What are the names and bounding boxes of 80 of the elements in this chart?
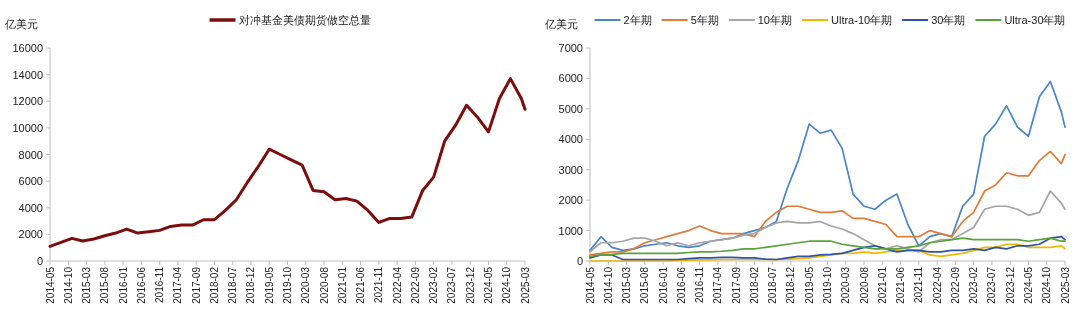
- y-tick-label: 8000: [18, 148, 43, 161]
- x-tick-label: 2024-10: [501, 266, 513, 304]
- x-tick-label: 2019-10: [282, 266, 293, 304]
- x-tick-label: 2018-02: [748, 266, 760, 304]
- x-tick-label: 2023-12: [464, 266, 476, 304]
- x-tick-label: 2023-07: [446, 266, 458, 304]
- x-tick-label: 2024-10: [1041, 266, 1053, 304]
- y-tick-label: 6000: [18, 175, 43, 188]
- legend-label: 10年期: [757, 14, 792, 26]
- x-tick-label: 2021-11: [373, 266, 385, 303]
- x-tick-label: 2017-09: [730, 266, 742, 304]
- x-tick-label: 2015-03: [621, 266, 633, 304]
- x-tick-label: 2018-07: [767, 266, 779, 304]
- x-tick-label: 2017-09: [190, 266, 202, 304]
- x-tick-label: 2020-08: [858, 266, 870, 304]
- x-tick-label: 2018-07: [227, 266, 239, 304]
- x-tick-label: 2019-10: [822, 266, 833, 304]
- x-tick-label: 2016-06: [135, 266, 147, 304]
- x-tick-label: 2014-05: [44, 266, 56, 304]
- x-tick-label: 2021-06: [895, 266, 907, 304]
- y-tick-label: 1000: [558, 224, 583, 237]
- x-tick-label: 2021-06: [355, 266, 367, 304]
- x-tick-label: 2024-05: [1022, 266, 1034, 304]
- y-tick-label: 0: [576, 255, 583, 267]
- x-tick-label: 2023-07: [986, 266, 998, 304]
- x-tick-label: 2017-04: [712, 266, 724, 304]
- x-tick-label: 2016-01: [117, 266, 129, 304]
- x-tick-label: 2021-01: [876, 266, 888, 304]
- x-tick-label: 2016-01: [657, 266, 669, 304]
- x-tick-label: 2021-11: [913, 266, 925, 303]
- x-tick-label: 2016-11: [154, 266, 166, 303]
- y-tick-label: 14000: [12, 68, 43, 81]
- x-tick-label: 2019-05: [803, 266, 815, 304]
- x-tick-label: 2018-02: [208, 266, 220, 304]
- x-tick-label: 2018-12: [785, 266, 797, 304]
- x-tick-label: 2018-12: [245, 266, 257, 304]
- x-tick-label: 2023-02: [428, 266, 440, 304]
- x-tick-label: 2022-09: [949, 266, 961, 304]
- x-tick-label: 2016-06: [675, 266, 687, 304]
- y-tick-label: 4000: [18, 201, 43, 214]
- x-tick-label: 2016-11: [694, 266, 706, 303]
- x-tick-label: 2023-12: [1004, 266, 1016, 304]
- x-tick-label: 2022-04: [931, 266, 943, 304]
- y-tick-label: 0: [36, 255, 43, 267]
- legend-label: 5年期: [690, 14, 719, 26]
- x-tick-label: 2019-05: [263, 266, 275, 304]
- x-tick-label: 2020-03: [840, 266, 852, 304]
- y-tick-label: 2000: [558, 194, 583, 207]
- x-tick-label: 2024-05: [482, 266, 494, 304]
- legend-label: Ultra-10年期: [831, 14, 893, 26]
- x-tick-label: 2014-05: [584, 266, 596, 304]
- x-tick-label: 2020-08: [318, 266, 330, 304]
- x-tick-label: 2014-10: [602, 266, 614, 304]
- x-tick-label: 2023-02: [968, 266, 980, 304]
- x-tick-label: 2015-03: [81, 266, 93, 304]
- y-tick-label: 7000: [558, 42, 583, 54]
- y-tick-label: 4000: [558, 133, 583, 146]
- y-axis-title: 亿美元: [4, 18, 38, 30]
- x-tick-label: 2014-10: [62, 266, 74, 304]
- x-tick-label: 2022-09: [409, 266, 421, 304]
- y-tick-label: 16000: [12, 42, 43, 54]
- legend-label: 2年期: [623, 14, 652, 26]
- x-tick-label: 2021-01: [336, 266, 348, 304]
- x-tick-label: 2025-03: [1059, 266, 1071, 304]
- y-axis-title: 亿美元: [544, 18, 578, 30]
- x-tick-label: 2015-08: [639, 266, 651, 304]
- legend-label: Ultra-30年期: [1004, 14, 1066, 26]
- y-tick-label: 12000: [12, 95, 43, 108]
- y-tick-label: 6000: [558, 72, 583, 85]
- y-tick-label: 5000: [558, 102, 583, 115]
- x-tick-label: 2017-04: [172, 266, 184, 304]
- y-tick-label: 2000: [18, 228, 43, 241]
- x-tick-label: 2025-03: [519, 266, 531, 304]
- x-tick-label: 2022-04: [391, 266, 403, 304]
- x-tick-label: 2020-03: [300, 266, 312, 304]
- legend-label: 30年期: [931, 14, 966, 26]
- y-tick-label: 3000: [558, 163, 583, 176]
- x-tick-label: 2015-08: [99, 266, 111, 304]
- legend-label: 对冲基金美债期货做空总量: [238, 14, 371, 26]
- y-tick-label: 10000: [12, 121, 43, 134]
